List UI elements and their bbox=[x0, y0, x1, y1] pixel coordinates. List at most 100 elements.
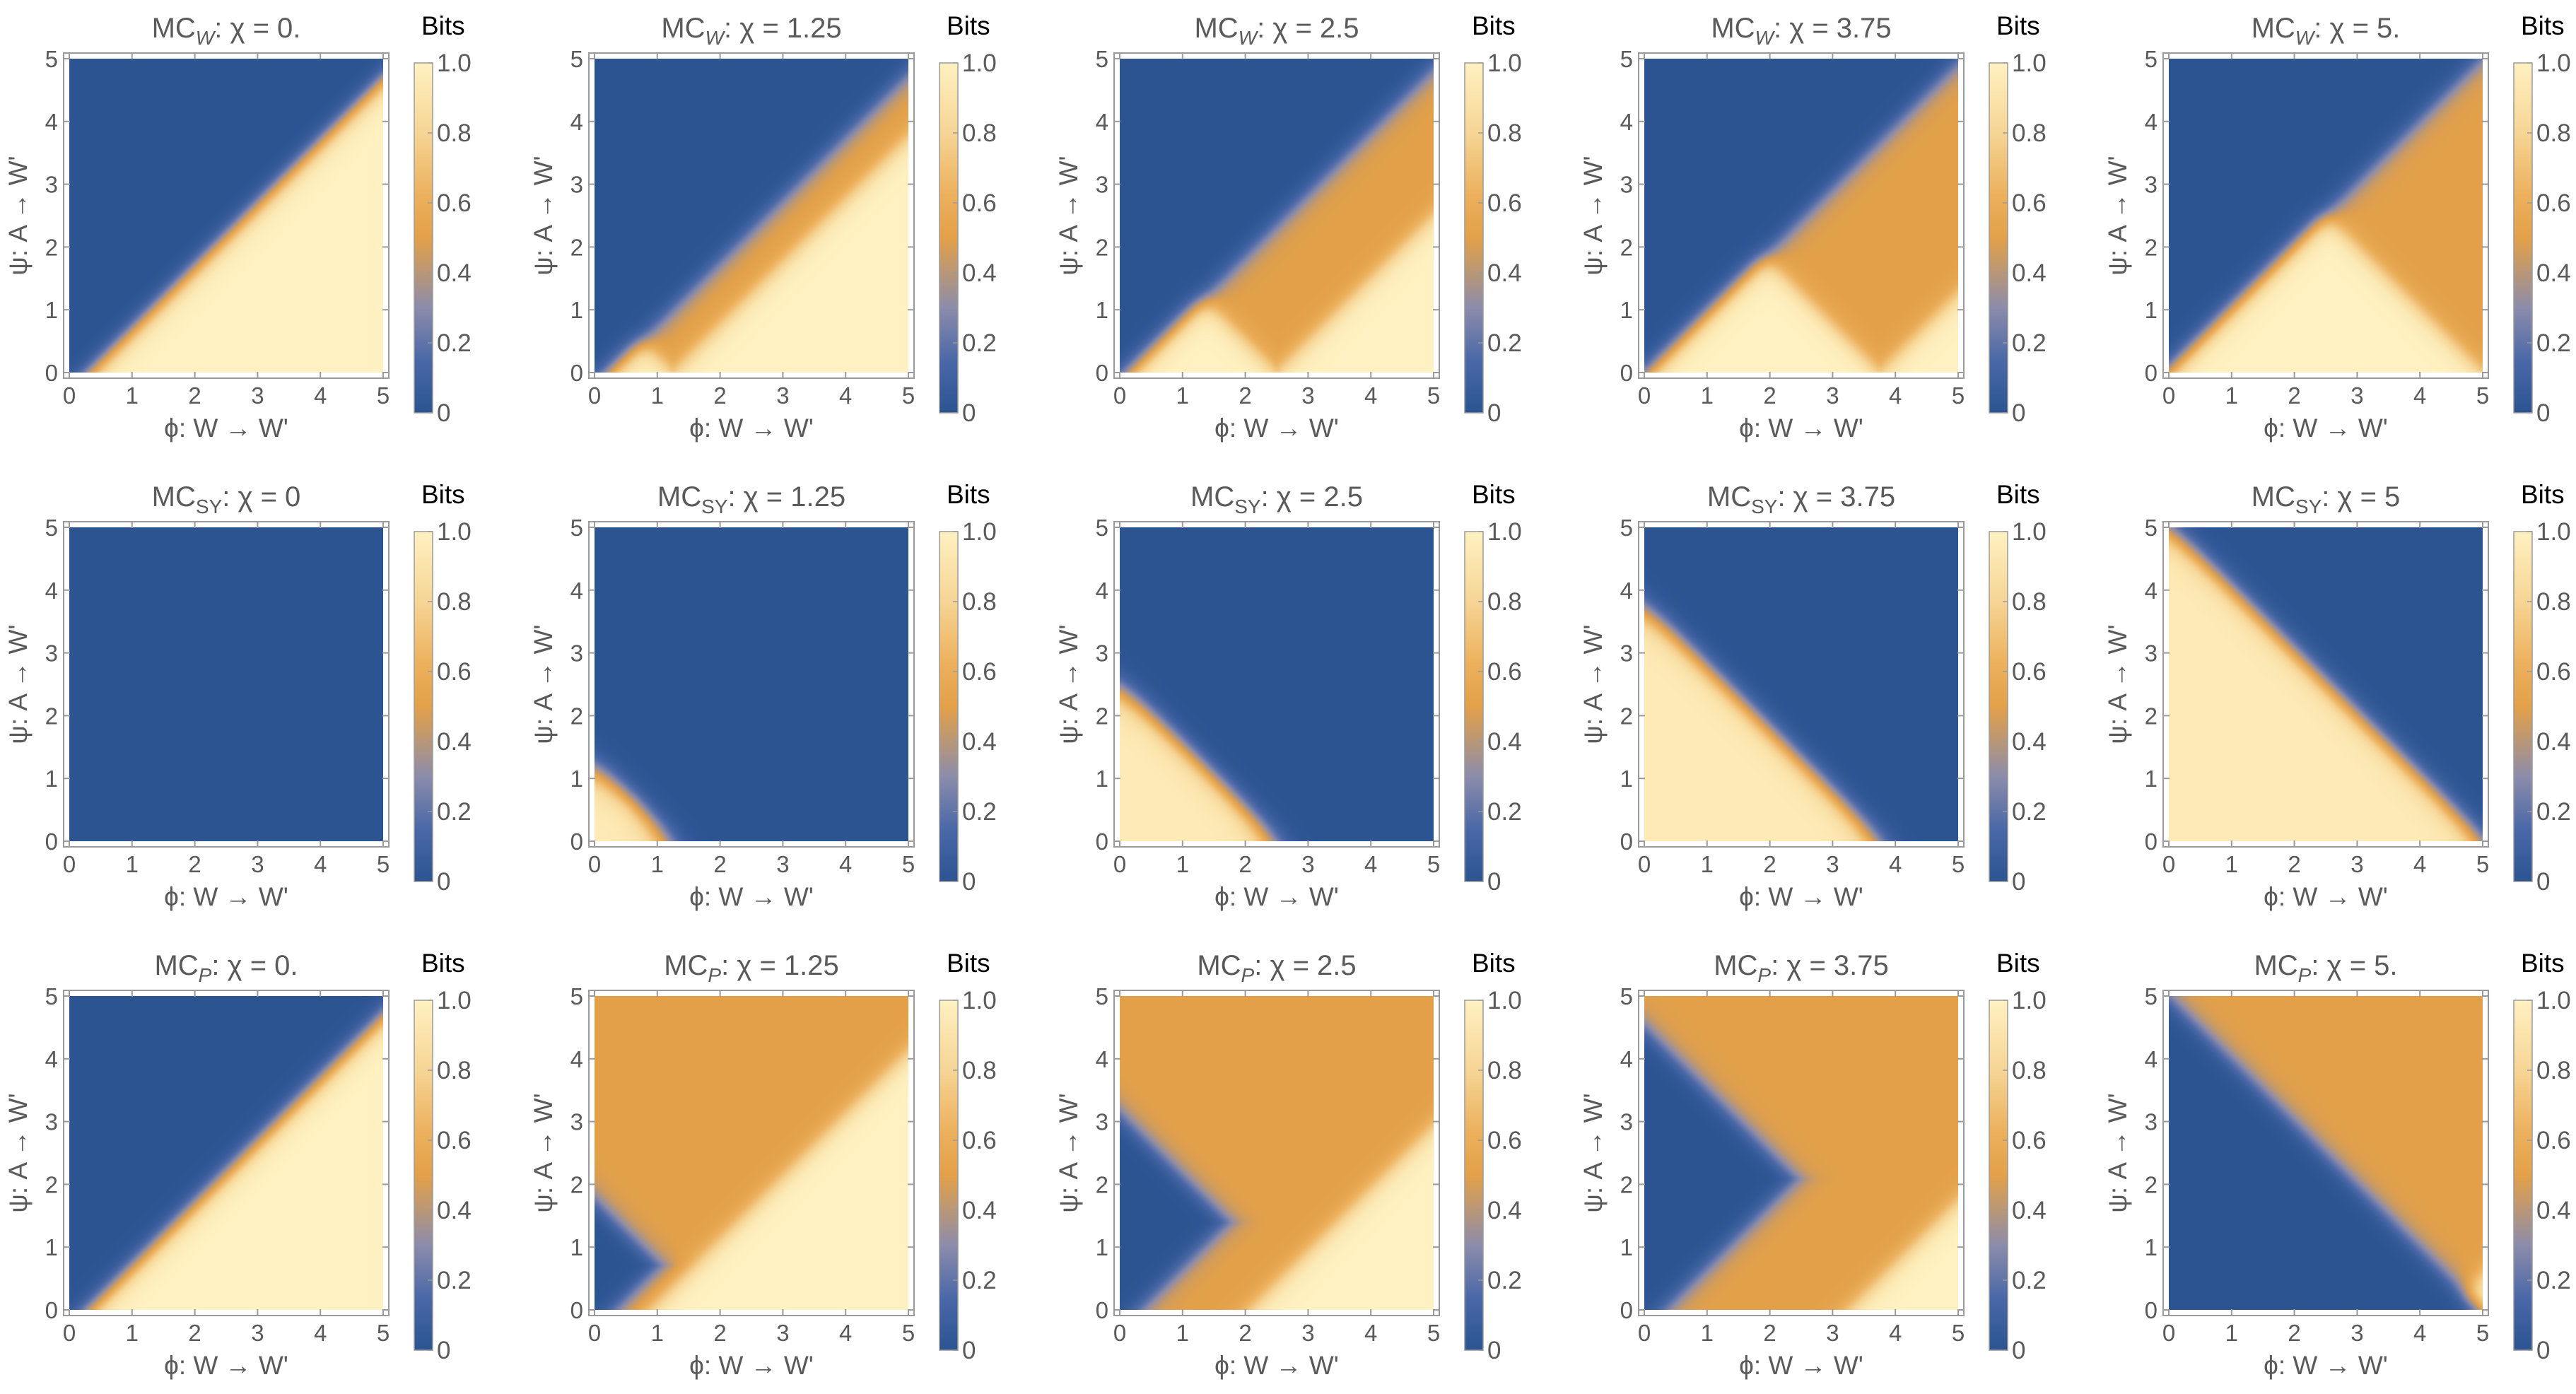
y-axis-label: ψ: A → W' bbox=[4, 624, 33, 744]
colorbar-label: Bits bbox=[421, 11, 465, 40]
colorbar-tick-label: 0.2 bbox=[2536, 798, 2571, 826]
y-tick-label: 4 bbox=[45, 578, 58, 604]
y-tick-label: 1 bbox=[1096, 1234, 1108, 1260]
x-tick-label: 5 bbox=[1952, 382, 1965, 409]
x-axis-label: ϕ: W → W' bbox=[164, 882, 288, 911]
x-tick-label: 2 bbox=[713, 382, 726, 409]
x-tick-label: 0 bbox=[1638, 851, 1651, 877]
heatmap-image bbox=[595, 527, 908, 841]
heatmap-image bbox=[1644, 996, 1958, 1310]
heatmap-image bbox=[2169, 527, 2483, 841]
x-tick-label: 3 bbox=[251, 851, 264, 877]
panel-w-0: 0 1 2 3 4 5 0 1 2 3 4 5 ϕ: W → W' ψ: A → W' MCW: χ = 0… bbox=[4, 11, 472, 443]
y-tick-label: 3 bbox=[1096, 1109, 1108, 1135]
y-tick-label: 5 bbox=[570, 515, 583, 541]
y-tick-label: 4 bbox=[1620, 109, 1633, 135]
colorbar-tick-label: 0 bbox=[1487, 1337, 1501, 1364]
colorbar bbox=[939, 62, 959, 414]
colorbar-tick-label: 0.2 bbox=[437, 1267, 472, 1294]
colorbar-tick-label: 0.2 bbox=[962, 329, 997, 357]
x-axis-label: ϕ: W → W' bbox=[689, 882, 814, 911]
y-tick-label: 1 bbox=[2145, 1234, 2158, 1260]
plot-frame bbox=[588, 52, 915, 379]
panel-title: MCP: χ = 5. bbox=[2254, 950, 2397, 986]
x-tick-label: 0 bbox=[588, 1320, 601, 1346]
x-tick-label: 3 bbox=[776, 1320, 789, 1346]
x-tick-label: 3 bbox=[251, 382, 264, 409]
y-tick-label: 0 bbox=[2145, 360, 2158, 386]
colorbar bbox=[1989, 531, 2008, 882]
y-axis-label: ψ: A → W' bbox=[1579, 1093, 1608, 1212]
y-tick-label: 5 bbox=[2145, 46, 2158, 72]
heatmap-image bbox=[1120, 527, 1434, 841]
y-tick-label: 4 bbox=[1096, 578, 1108, 604]
panel-title: MCP: χ = 2.5 bbox=[1197, 950, 1356, 986]
x-tick-label: 3 bbox=[2350, 382, 2363, 409]
y-tick-label: 2 bbox=[1620, 703, 1633, 729]
colorbar-tick-label: 0.2 bbox=[437, 329, 472, 357]
y-tick-label: 0 bbox=[570, 1297, 583, 1323]
x-axis-label: ϕ: W → W' bbox=[2264, 1351, 2388, 1380]
x-tick-label: 4 bbox=[314, 1320, 327, 1346]
y-tick-label: 2 bbox=[45, 234, 58, 260]
panel-sy-1: 0 1 2 3 4 5 0 1 2 3 4 5 ϕ: W → W' ψ: A → W' MCSY: χ = … bbox=[529, 480, 997, 911]
colorbar-tick-label: 0.2 bbox=[2536, 1267, 2571, 1294]
x-tick-label: 2 bbox=[1763, 382, 1776, 409]
colorbar-tick-label: 0.4 bbox=[962, 259, 997, 287]
heatmap-image bbox=[2169, 996, 2483, 1310]
colorbar-tick-label: 1.0 bbox=[1487, 987, 1522, 1014]
y-tick-label: 5 bbox=[2145, 515, 2158, 541]
heatmap-image bbox=[69, 996, 383, 1310]
x-tick-label: 3 bbox=[1826, 382, 1839, 409]
x-tick-label: 4 bbox=[1889, 1320, 1902, 1346]
colorbar-tick-label: 1.0 bbox=[437, 49, 472, 77]
colorbar-tick-label: 1.0 bbox=[2012, 987, 2047, 1014]
y-tick-label: 4 bbox=[45, 1046, 58, 1072]
y-axis-label: ψ: A → W' bbox=[529, 624, 558, 744]
y-tick-label: 1 bbox=[570, 297, 583, 323]
x-tick-label: 2 bbox=[2288, 1320, 2300, 1346]
colorbar-tick-label: 0.8 bbox=[2012, 1057, 2047, 1084]
panel-sy-0: 0 1 2 3 4 5 0 1 2 3 4 5 ϕ: W → W' ψ: A → W' MCSY: χ = … bbox=[4, 480, 472, 911]
colorbar-tick-label: 1.0 bbox=[437, 518, 472, 546]
y-tick-label: 4 bbox=[570, 1046, 583, 1072]
y-tick-label: 1 bbox=[1096, 766, 1108, 792]
x-tick-label: 5 bbox=[902, 382, 915, 409]
panel-p-0: 0 1 2 3 4 5 0 1 2 3 4 5 ϕ: W → W' ψ: A → W' MCP: χ = 0… bbox=[4, 949, 472, 1380]
colorbar-tick-label: 0.2 bbox=[1487, 798, 1522, 826]
colorbar-tick-label: 0.6 bbox=[437, 189, 472, 217]
x-tick-label: 0 bbox=[63, 1320, 76, 1346]
colorbar-tick-label: 0.6 bbox=[2536, 658, 2571, 686]
colorbar bbox=[1464, 62, 1484, 414]
colorbar-tick-label: 0.8 bbox=[962, 119, 997, 147]
y-tick-label: 1 bbox=[1096, 297, 1108, 323]
y-tick-label: 5 bbox=[1096, 983, 1108, 1009]
panel-title: MCP: χ = 1.25 bbox=[664, 950, 839, 986]
x-tick-label: 1 bbox=[1701, 1320, 1714, 1346]
x-tick-label: 0 bbox=[2162, 382, 2175, 409]
colorbar-tick-label: 1.0 bbox=[962, 987, 997, 1014]
x-tick-label: 2 bbox=[2288, 382, 2300, 409]
colorbar-tick-label: 0.6 bbox=[437, 658, 472, 686]
colorbar-tick-label: 1.0 bbox=[1487, 518, 1522, 546]
colorbar-label: Bits bbox=[421, 949, 465, 978]
y-tick-label: 1 bbox=[1620, 766, 1633, 792]
colorbar-label: Bits bbox=[947, 11, 990, 40]
colorbar-label: Bits bbox=[947, 480, 990, 509]
y-tick-label: 5 bbox=[1620, 46, 1633, 72]
plot-frame bbox=[1638, 521, 1965, 848]
y-axis-label: ψ: A → W' bbox=[529, 156, 558, 275]
y-tick-label: 5 bbox=[1620, 983, 1633, 1009]
y-tick-label: 0 bbox=[1096, 828, 1108, 855]
x-tick-label: 3 bbox=[1301, 851, 1314, 877]
colorbar bbox=[1464, 1000, 1484, 1351]
y-tick-label: 4 bbox=[570, 109, 583, 135]
y-tick-label: 2 bbox=[2145, 1171, 2158, 1197]
colorbar-tick-label: 0.2 bbox=[962, 798, 997, 826]
panel-title: MCP: χ = 0. bbox=[154, 950, 298, 986]
colorbar-tick-label: 0.6 bbox=[2012, 1127, 2047, 1154]
x-tick-label: 5 bbox=[2476, 1320, 2489, 1346]
y-tick-label: 2 bbox=[2145, 703, 2158, 729]
colorbar-tick-label: 0.4 bbox=[2012, 259, 2047, 287]
